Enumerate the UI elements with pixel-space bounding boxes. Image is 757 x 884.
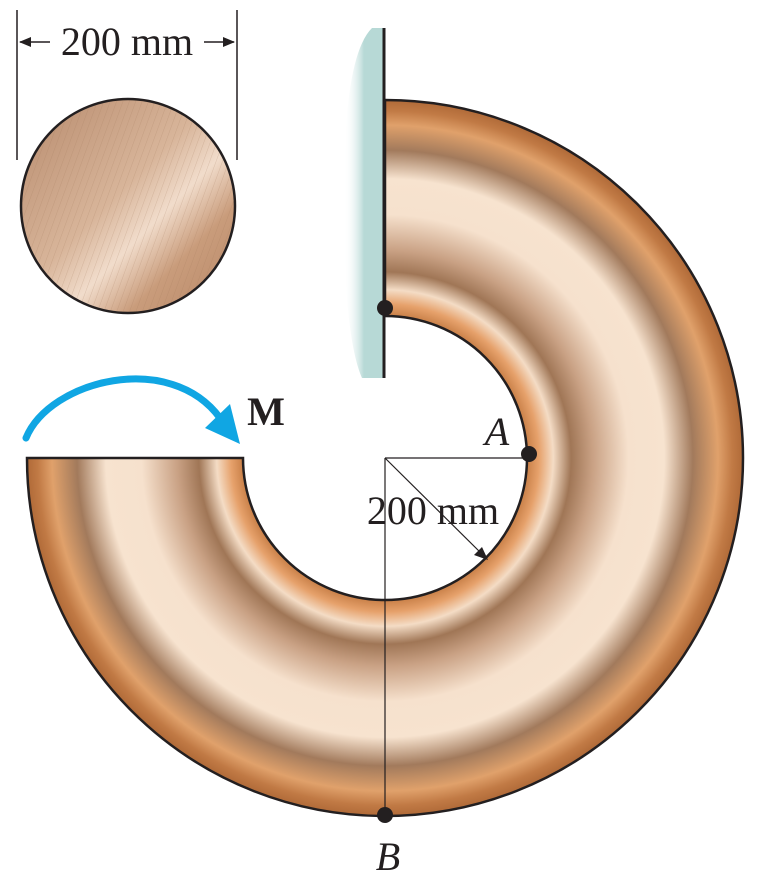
- cross-section: [19, 97, 237, 315]
- moment-label: M: [247, 389, 285, 434]
- radius-dimension-label: 200 mm: [367, 488, 499, 533]
- section-dimension: 200 mm: [16, 10, 238, 160]
- radius-dimension: 200 mm: [367, 457, 528, 812]
- point-a-label: A: [482, 409, 510, 454]
- fixed-wall: [343, 28, 386, 378]
- curved-bar: [25, 98, 745, 818]
- point-b-label: B: [376, 834, 400, 879]
- section-dimension-label: 200 mm: [61, 19, 193, 64]
- point-wall: [377, 300, 393, 316]
- moment-arrow: M: [22, 375, 285, 444]
- point-b: B: [376, 807, 400, 879]
- point-a: A: [482, 409, 537, 462]
